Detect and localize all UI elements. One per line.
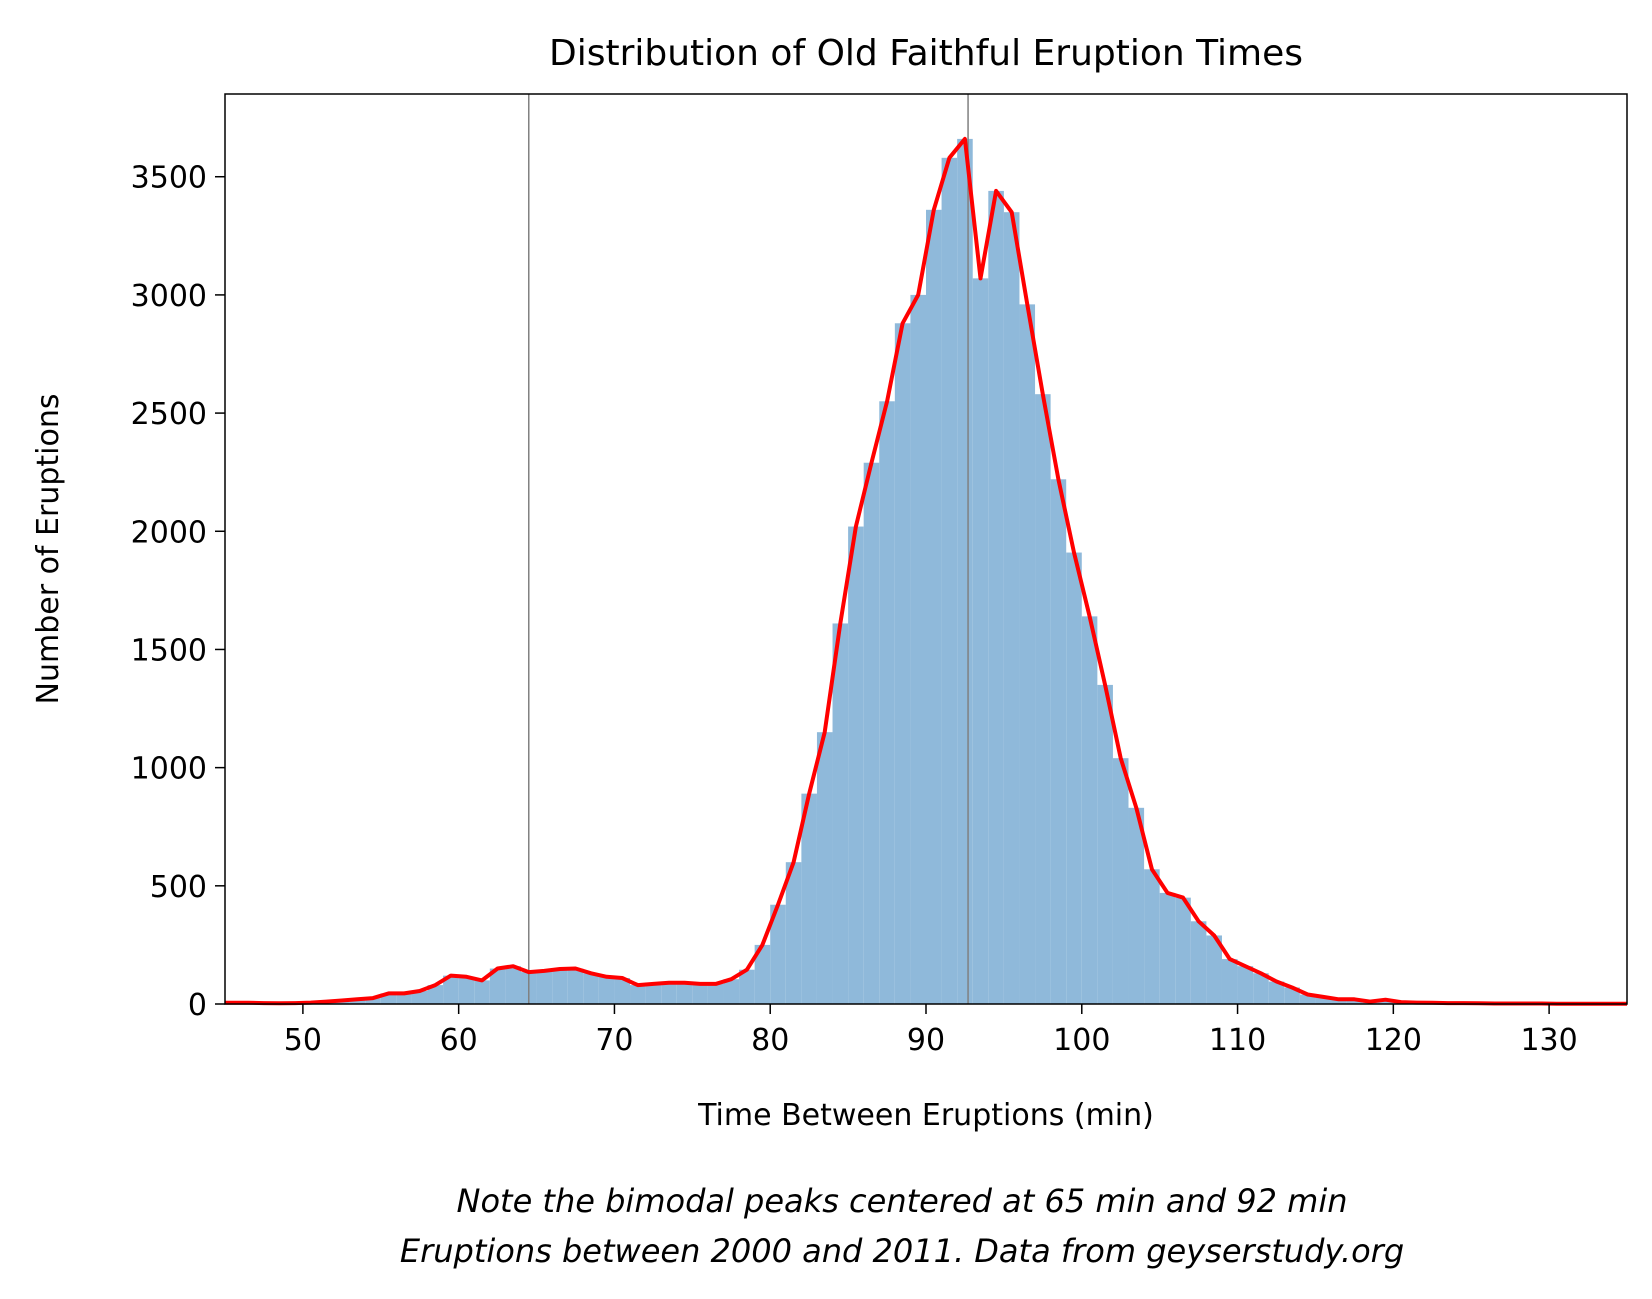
histogram-bar: [411, 991, 428, 1004]
histogram-bar: [754, 944, 771, 1004]
histogram-bar: [785, 862, 802, 1004]
histogram-bar: [1206, 935, 1222, 1004]
histogram-bar: [458, 976, 475, 1004]
histogram-bar: [972, 278, 989, 1004]
histogram-bar: [723, 979, 740, 1004]
histogram-bar: [661, 982, 677, 1004]
histogram-bar: [863, 462, 880, 1004]
histogram-bar: [707, 983, 724, 1004]
histogram-bar: [443, 975, 459, 1004]
y-tick-label: 2000: [131, 515, 207, 550]
y-tick-label: 2500: [131, 397, 207, 432]
histogram-bar: [1346, 999, 1363, 1004]
histogram-bar: [1299, 994, 1316, 1004]
x-tick-label: 100: [1053, 1023, 1110, 1058]
histogram-bar: [349, 999, 366, 1004]
peak-lines: [528, 94, 969, 1004]
histogram-bar: [801, 793, 817, 1004]
density-curve-line: [225, 136, 1627, 1006]
histogram-bar: [380, 993, 397, 1004]
x-tick-label: 130: [1520, 1023, 1577, 1058]
histogram-bar: [474, 980, 490, 1004]
histogram-bar: [816, 732, 833, 1004]
histogram-bar: [614, 978, 631, 1004]
histogram-bar: [894, 323, 911, 1005]
x-tick-label: 120: [1365, 1023, 1422, 1058]
y-tick-label: 1000: [131, 752, 207, 787]
histogram-bar: [848, 526, 864, 1004]
histogram-bar: [1144, 869, 1160, 1004]
histogram-bar: [552, 969, 568, 1004]
histogram-bar: [489, 968, 506, 1004]
histogram-bar: [1019, 304, 1036, 1004]
note-line-2: Eruptions between 2000 and 2011. Data fr…: [400, 1232, 1404, 1270]
x-tick-label: 90: [907, 1023, 945, 1058]
y-axis: 0 500 1000 1500 2000 2500 3000 3500: [131, 161, 225, 1023]
chart-title: Distribution of Old Faithful Eruption Ti…: [549, 33, 1303, 74]
histogram-bar: [365, 998, 381, 1004]
histogram-bar: [1331, 999, 1347, 1004]
histogram-bar: [1112, 758, 1129, 1004]
x-tick-label: 70: [595, 1023, 633, 1058]
y-axis-label: Number of Eruptions: [31, 394, 66, 705]
histogram-bar: [505, 966, 521, 1004]
x-axis-label: Time Between Eruptions (min): [697, 1098, 1154, 1133]
y-tick-label: 0: [188, 988, 207, 1023]
histogram-bar: [427, 985, 444, 1004]
histogram-bar: [536, 970, 553, 1004]
x-tick-label: 50: [284, 1023, 322, 1058]
histogram-bar: [1190, 921, 1207, 1004]
density-curve: [225, 136, 1627, 1006]
y-tick-label: 3000: [131, 279, 207, 314]
x-axis: 50 60 70 80 90 100 110 120 130: [284, 1004, 1578, 1058]
note-line-1: Note the bimodal peaks centered at 65 mi…: [457, 1182, 1348, 1220]
histogram-bar: [1221, 959, 1238, 1004]
histogram-bar: [1315, 996, 1332, 1004]
histogram-bar: [630, 985, 646, 1004]
histogram-bar: [1003, 212, 1020, 1004]
histogram-bar: [910, 294, 926, 1005]
histogram-bar: [879, 401, 895, 1005]
histogram-bars: [225, 138, 1627, 1005]
histogram-bar: [1253, 973, 1269, 1004]
histogram-bar: [396, 993, 412, 1004]
x-tick-label: 60: [440, 1023, 478, 1058]
histogram-bar: [926, 209, 942, 1004]
histogram-bar: [1377, 999, 1394, 1004]
histogram-bar: [1128, 807, 1145, 1004]
histogram-bar: [957, 138, 973, 1005]
histogram-bar: [645, 983, 662, 1004]
histogram-bar: [1175, 897, 1191, 1004]
histogram-bar: [988, 190, 1004, 1005]
y-tick-label: 500: [150, 870, 207, 905]
histogram-bar: [1035, 394, 1051, 1004]
histogram-bar: [941, 157, 958, 1004]
histogram-bar: [1097, 684, 1113, 1004]
histogram-bar: [1066, 552, 1082, 1004]
histogram-bar: [583, 973, 599, 1004]
histogram-bar: [676, 982, 693, 1004]
histogram-bar: [1050, 479, 1067, 1005]
y-tick-label: 1500: [131, 633, 207, 668]
histogram-bar: [770, 904, 786, 1004]
histogram-bar: [739, 969, 755, 1004]
histogram-bar: [1159, 892, 1176, 1004]
histogram-bar: [1237, 966, 1254, 1004]
x-tick-label: 80: [751, 1023, 789, 1058]
x-tick-label: 110: [1209, 1023, 1266, 1058]
histogram-bar: [1268, 981, 1285, 1004]
y-tick-label: 3500: [131, 161, 207, 196]
histogram-bar: [567, 968, 584, 1004]
histogram-bar: [832, 623, 849, 1004]
histogram-bar: [598, 976, 615, 1004]
histogram-bar: [692, 983, 708, 1004]
histogram-bar: [1081, 616, 1098, 1004]
histogram-bar: [1284, 987, 1300, 1004]
